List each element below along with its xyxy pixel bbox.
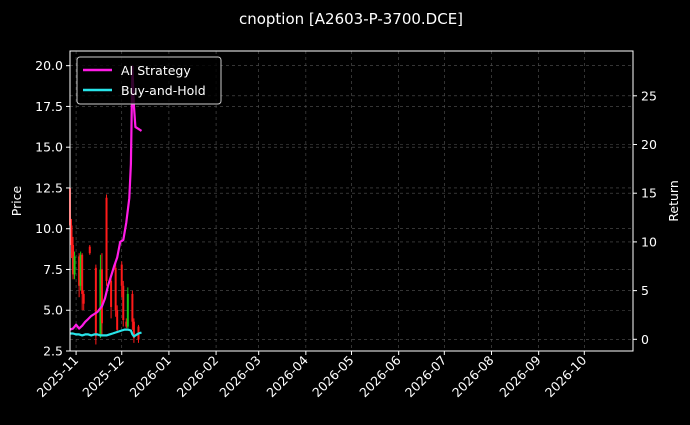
candle-body bbox=[131, 293, 134, 322]
y2-axis-label: Return bbox=[666, 180, 681, 221]
y2-tick-label: 15 bbox=[641, 186, 657, 201]
y-axis-label: Price bbox=[9, 185, 24, 216]
y-tick-label: 10.0 bbox=[35, 221, 63, 236]
y2-tick-label: 10 bbox=[641, 234, 657, 249]
candle-body bbox=[82, 293, 85, 304]
series-line-buy-and-hold bbox=[70, 328, 142, 338]
legend: AI Strategy Buy-and-Hold bbox=[76, 56, 222, 105]
candle-body bbox=[110, 280, 113, 307]
candle-body bbox=[81, 254, 84, 294]
chart-title: cnoption [A2603-P-3700.DCE] bbox=[239, 10, 463, 28]
y-axis-right: 0 5 10 15 20 25 bbox=[633, 88, 657, 347]
y-tick-label: 15.0 bbox=[35, 140, 63, 155]
y-tick-label: 17.5 bbox=[35, 99, 63, 114]
candle-body bbox=[73, 256, 76, 275]
candle-body bbox=[114, 267, 117, 311]
y-axis-left: 2.5 5.0 7.5 10.0 12.5 15.0 17.5 20.0 bbox=[35, 58, 70, 359]
y2-tick-label: 20 bbox=[641, 137, 657, 152]
candle-body bbox=[132, 321, 135, 338]
legend-label-buy-and-hold: Buy-and-Hold bbox=[121, 83, 206, 98]
legend-box bbox=[76, 56, 222, 105]
candle-body bbox=[79, 254, 82, 286]
y2-tick-label: 25 bbox=[641, 88, 657, 103]
y-tick-label: 5.0 bbox=[43, 303, 63, 318]
legend-label-ai-strategy: AI Strategy bbox=[121, 63, 191, 78]
y2-tick-label: 5 bbox=[641, 283, 649, 298]
y-tick-label: 2.5 bbox=[43, 344, 63, 359]
candle-body bbox=[126, 293, 129, 327]
candle-layer bbox=[69, 186, 140, 345]
y-tick-label: 7.5 bbox=[43, 262, 63, 277]
y-tick-label: 20.0 bbox=[35, 58, 63, 73]
candle-body bbox=[120, 264, 123, 286]
candle-body bbox=[116, 310, 119, 330]
candle-body bbox=[78, 256, 81, 286]
candle-body bbox=[72, 245, 75, 275]
candle-body bbox=[100, 269, 103, 324]
y2-tick-label: 0 bbox=[641, 332, 649, 347]
candle-body bbox=[122, 285, 125, 321]
grid-layer bbox=[70, 51, 633, 352]
candle-body bbox=[94, 267, 97, 337]
candle-body bbox=[99, 269, 102, 337]
y-tick-label: 12.5 bbox=[35, 180, 63, 195]
candle-body bbox=[70, 225, 73, 246]
candle-body bbox=[88, 246, 91, 254]
candle-body bbox=[105, 197, 108, 281]
candle-body bbox=[125, 321, 128, 327]
